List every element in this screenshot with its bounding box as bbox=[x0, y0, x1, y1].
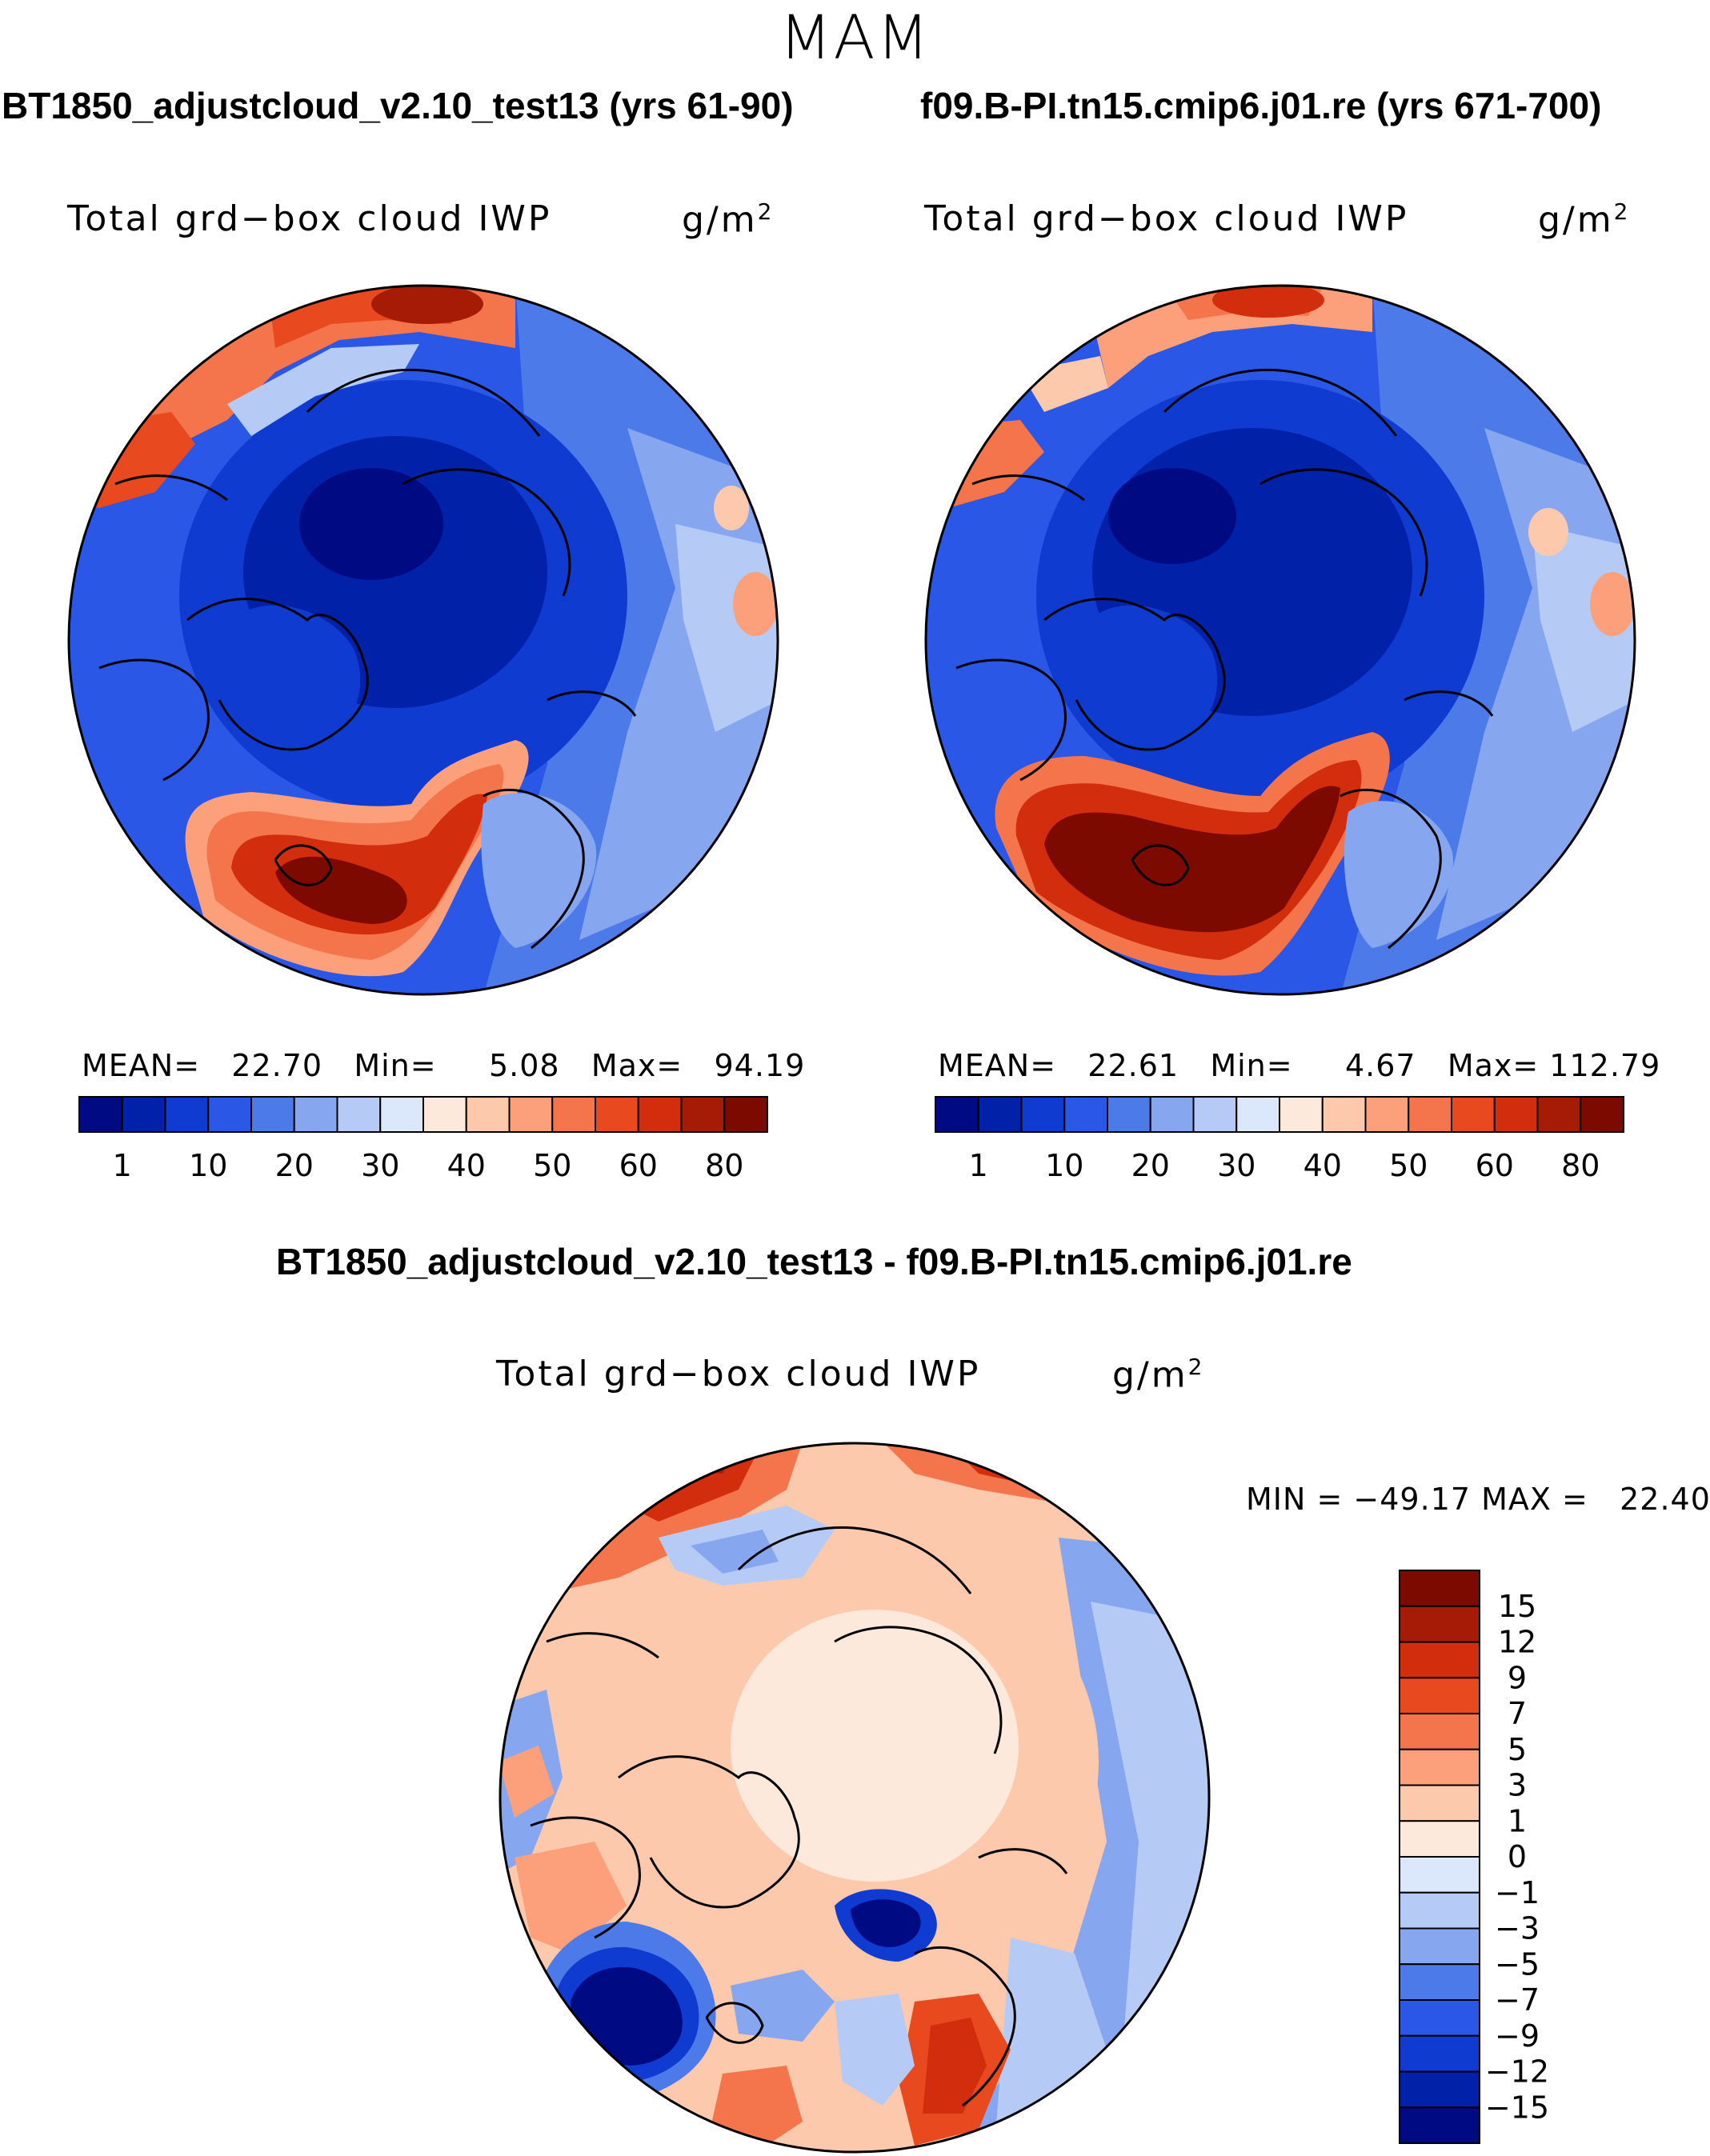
right-colorbar-tick-label: 60 bbox=[1476, 1148, 1514, 1183]
left-colorbar-cell bbox=[595, 1096, 639, 1133]
diff-colorbar-tick-label: −15 bbox=[1485, 2090, 1549, 2125]
left-colorbar-cell bbox=[680, 1096, 726, 1133]
left-colorbar-tick-label: 20 bbox=[275, 1148, 314, 1183]
right-colorbar-cell bbox=[1063, 1096, 1108, 1133]
left-colorbar-tick-label: 50 bbox=[533, 1148, 571, 1183]
left-colorbar-cell bbox=[379, 1096, 424, 1133]
right-colorbar-tick-label: 20 bbox=[1131, 1148, 1170, 1183]
diff-stats-readout: MIN = −49.17 MAX = 22.40 bbox=[1246, 1482, 1710, 1517]
diff-colorbar-cell bbox=[1399, 1999, 1480, 2037]
diff-colorbar-cell bbox=[1399, 1570, 1480, 1607]
diff-variable-label: Total grd−box cloud IWP bbox=[496, 1354, 981, 1394]
right-colorbar-cell bbox=[1020, 1096, 1066, 1133]
diff-colorbar-tick-label: −7 bbox=[1495, 1982, 1540, 2018]
right-colorbar-tick-label: 50 bbox=[1389, 1148, 1428, 1183]
diff-colorbar-cell bbox=[1399, 1605, 1480, 1643]
diff-colorbar-cell bbox=[1399, 1784, 1480, 1822]
right-stats-readout: MEAN= 22.61 Min= 4.67 Max= 112.79 bbox=[938, 1048, 1661, 1083]
diff-case-title: BT1850_adjustcloud_v2.10_test13 - f09.B-… bbox=[276, 1241, 1352, 1282]
left-colorbar-cell bbox=[293, 1096, 338, 1133]
left-colorbar-cell bbox=[121, 1096, 166, 1133]
diff-colorbar-cell bbox=[1399, 2070, 1480, 2109]
diff-units-label: g/m2 bbox=[1112, 1354, 1205, 1396]
right-colorbar-cell bbox=[1580, 1096, 1624, 1133]
left-colorbar-cell bbox=[207, 1096, 252, 1133]
diff-polar-map bbox=[499, 1442, 1211, 2154]
right-colorbar-cell bbox=[1107, 1096, 1151, 1133]
left-colorbar-cell bbox=[465, 1096, 511, 1133]
right-colorbar-cell bbox=[1536, 1096, 1582, 1133]
diff-colorbar-tick-label: 5 bbox=[1508, 1732, 1527, 1767]
diff-colorbar-cell bbox=[1399, 1748, 1480, 1786]
diff-colorbar-tick-label: −9 bbox=[1495, 2018, 1540, 2054]
right-colorbar-tick-label: 30 bbox=[1217, 1148, 1255, 1183]
left-colorbar-cell bbox=[164, 1096, 210, 1133]
left-colorbar-cell bbox=[336, 1096, 382, 1133]
diff-colorbar-tick-label: 7 bbox=[1508, 1696, 1527, 1731]
right-colorbar-cell bbox=[1451, 1096, 1496, 1133]
left-colorbar-tick-label: 40 bbox=[447, 1148, 486, 1183]
diff-colorbar-cell bbox=[1399, 1963, 1480, 2001]
left-variable-label: Total grd−box cloud IWP bbox=[67, 198, 552, 239]
left-colorbar-tick-label: 1 bbox=[113, 1148, 132, 1183]
left-polar-map bbox=[67, 284, 779, 996]
diff-colorbar-tick-label: 1 bbox=[1508, 1803, 1527, 1838]
diff-colorbar-tick-label: −5 bbox=[1495, 1946, 1540, 1982]
diff-colorbar-cell bbox=[1399, 1677, 1480, 1714]
diff-colorbar-tick-label: −1 bbox=[1495, 1875, 1540, 1910]
left-case-title: BT1850_adjustcloud_v2.10_test13 (yrs 61-… bbox=[2, 85, 794, 126]
right-colorbar-tick-label: 40 bbox=[1304, 1148, 1342, 1183]
right-colorbar-cell bbox=[1408, 1096, 1452, 1133]
diff-colorbar-tick-label: −3 bbox=[1495, 1911, 1540, 1946]
right-colorbar-tick-label: 1 bbox=[969, 1148, 988, 1183]
right-polar-map bbox=[924, 284, 1636, 996]
right-case-title: f09.B-PI.tn15.cmip6.j01.re (yrs 671-700) bbox=[920, 85, 1602, 126]
left-colorbar-cell bbox=[250, 1096, 295, 1133]
diff-colorbar-tick-label: 15 bbox=[1498, 1589, 1536, 1624]
right-colorbar-cell bbox=[977, 1096, 1023, 1133]
right-units-label: g/m2 bbox=[1538, 198, 1631, 241]
right-colorbar-cell bbox=[1364, 1096, 1410, 1133]
diff-colorbar-cell bbox=[1399, 1713, 1480, 1750]
left-colorbar-cell bbox=[508, 1096, 554, 1133]
right-colorbar-cell bbox=[1493, 1096, 1539, 1133]
left-colorbar-cell bbox=[422, 1096, 467, 1133]
left-colorbar-tick-label: 10 bbox=[189, 1148, 227, 1183]
left-colorbar-cell bbox=[637, 1096, 683, 1133]
right-colorbar-cell bbox=[1279, 1096, 1324, 1133]
diff-colorbar-cell bbox=[1399, 1641, 1480, 1679]
right-colorbar-cell bbox=[1149, 1096, 1195, 1133]
left-colorbar-cell bbox=[723, 1096, 768, 1133]
diff-colorbar-cell bbox=[1399, 2034, 1480, 2073]
diff-colorbar-cell bbox=[1399, 1856, 1480, 1894]
diff-colorbar-tick-label: 3 bbox=[1508, 1768, 1527, 1803]
right-colorbar-tick-label: 10 bbox=[1045, 1148, 1083, 1183]
diff-colorbar-tick-label: 12 bbox=[1498, 1625, 1536, 1660]
left-colorbar-cell bbox=[551, 1096, 596, 1133]
diff-colorbar-tick-label: −12 bbox=[1485, 2054, 1549, 2090]
right-colorbar-tick-label: 80 bbox=[1561, 1148, 1600, 1183]
left-stats-readout: MEAN= 22.70 Min= 5.08 Max= 94.19 bbox=[82, 1048, 806, 1083]
left-units-label: g/m2 bbox=[682, 198, 775, 241]
right-colorbar-cell bbox=[935, 1096, 979, 1133]
left-colorbar-tick-label: 80 bbox=[705, 1148, 743, 1183]
left-colorbar: 1 10 20 30 40 50 60 80 bbox=[78, 1096, 768, 1183]
diff-colorbar-cell bbox=[1399, 1891, 1480, 1930]
diff-colorbar-tick-label: 9 bbox=[1508, 1660, 1527, 1695]
right-variable-label: Total grd−box cloud IWP bbox=[924, 198, 1409, 239]
diff-colorbar-cell bbox=[1399, 1820, 1480, 1858]
diff-colorbar-tick-label: 0 bbox=[1508, 1839, 1527, 1874]
right-colorbar-cell bbox=[1321, 1096, 1367, 1133]
left-colorbar-tick-label: 30 bbox=[361, 1148, 399, 1183]
diff-colorbar-cell bbox=[1399, 1927, 1480, 1966]
diff-colorbar-cell bbox=[1399, 2106, 1480, 2144]
left-colorbar-cell bbox=[78, 1096, 123, 1133]
right-colorbar-cell bbox=[1192, 1096, 1238, 1133]
right-colorbar: 1 10 20 30 40 50 60 80 bbox=[935, 1096, 1624, 1183]
season-title: MAM bbox=[779, 2, 931, 73]
left-colorbar-tick-label: 60 bbox=[619, 1148, 658, 1183]
right-colorbar-cell bbox=[1235, 1096, 1280, 1133]
